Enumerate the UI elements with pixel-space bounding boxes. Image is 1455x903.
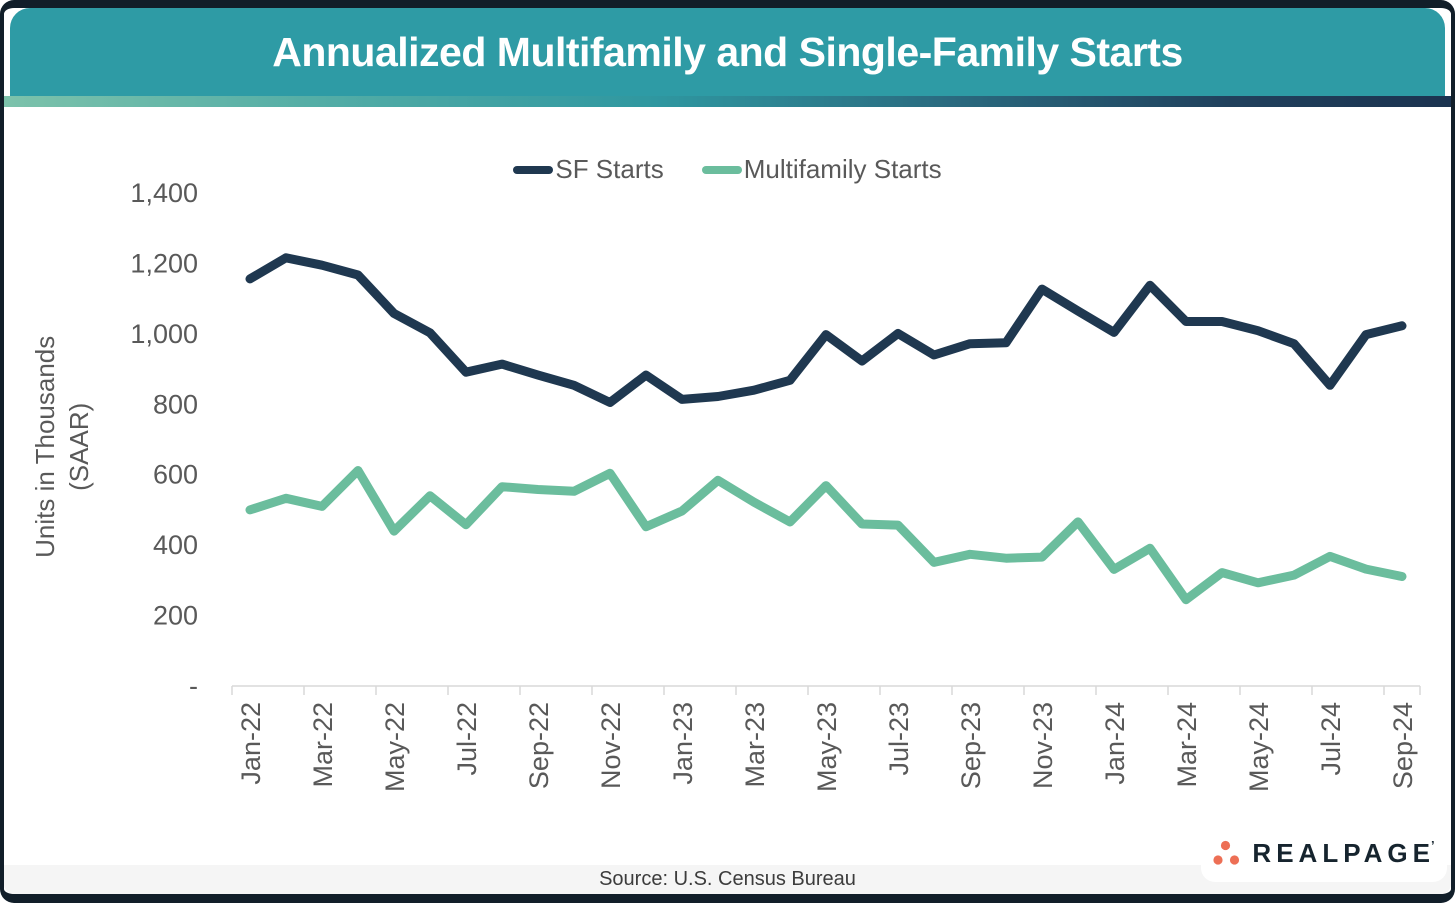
realpage-dots-icon	[1213, 840, 1243, 867]
y-tick-label: 1,000	[130, 319, 198, 349]
chart-card: Annualized Multifamily and Single-Family…	[0, 0, 1455, 903]
x-tick-label: May-24	[1244, 702, 1274, 792]
x-tick-label: Sep-22	[524, 702, 554, 789]
y-tick-label: 1,200	[130, 248, 198, 278]
x-tick-label: Mar-23	[740, 702, 770, 788]
y-tick-label: 800	[153, 389, 198, 419]
x-tick-label: May-22	[380, 702, 410, 792]
y-tick-label: 400	[153, 530, 198, 560]
y-tick-label: 600	[153, 460, 198, 490]
y-tick-label: -	[189, 671, 198, 701]
y-tick-label: 1,400	[130, 178, 198, 208]
x-tick-label: Sep-24	[1388, 702, 1418, 789]
x-tick-label: Jul-22	[452, 702, 482, 776]
x-tick-label: Mar-24	[1172, 702, 1202, 788]
series-line-sf-starts	[250, 258, 1402, 403]
series-line-multifamily-starts	[250, 471, 1402, 600]
x-tick-label: Mar-22	[308, 702, 338, 788]
x-tick-label: Jul-24	[1316, 702, 1346, 776]
starts-line-chart: - 200 400 600 800 1,000 1,200 1,400 Jan-22 Mar-22…	[4, 8, 1451, 894]
x-tick-label: Jan-22	[236, 702, 266, 785]
x-tick-label: Jan-23	[668, 702, 698, 785]
source-text: Source: U.S. Census Bureau	[599, 868, 856, 891]
x-tick-label: Nov-22	[596, 702, 626, 789]
realpage-logo: REALPAGE’	[1201, 824, 1447, 882]
x-tick-label: Jan-24	[1100, 702, 1130, 785]
realpage-trademark: ’	[1431, 838, 1435, 853]
x-tick-label: Nov-23	[1028, 702, 1058, 789]
y-tick-label: 200	[153, 601, 198, 631]
x-tick-label: May-23	[812, 702, 842, 792]
x-tick-label: Sep-23	[956, 702, 986, 789]
x-tick-label: Jul-23	[884, 702, 914, 776]
realpage-wordmark: REALPAGE	[1252, 838, 1435, 868]
